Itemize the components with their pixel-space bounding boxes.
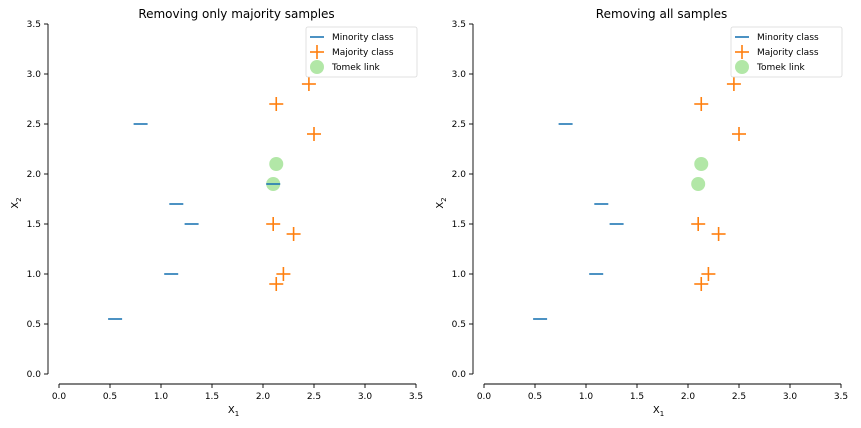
majority-point <box>269 277 284 291</box>
x-axis-label: X1 <box>228 405 239 418</box>
legend: Minority class Majority class Tomek link <box>730 26 843 78</box>
series-tomek-link <box>266 157 284 191</box>
legend-label: Majority class <box>757 48 819 58</box>
x-tick-label: 2.5 <box>307 392 321 402</box>
majority-point <box>307 127 321 141</box>
legend-label: Tomek link <box>756 63 806 73</box>
y-tick-label: 2.0 <box>27 170 42 180</box>
majority-point <box>276 267 291 281</box>
legend-label: Minority class <box>757 33 819 43</box>
x-tick-label: 1.5 <box>630 392 644 402</box>
legend-marker <box>310 60 324 74</box>
x-tick-label: 3.5 <box>409 392 423 402</box>
series-majority-class <box>266 77 321 291</box>
chart-panel-1: 0.0 0.5 1.0 1.5 2.0 2.5 3.0 3.5 0.0 0.5 1.0 1.5 2.0 2… <box>10 7 423 418</box>
series-minority-class <box>108 123 281 320</box>
y-tick-label: 2.0 <box>452 170 467 180</box>
y-tick-label: 1.0 <box>27 270 42 280</box>
y-axis-label-main: X <box>435 202 446 209</box>
x-tick-label: 0.5 <box>103 392 117 402</box>
legend-label: Minority class <box>332 33 394 43</box>
y-tick-label: 1.5 <box>27 220 41 230</box>
majority-point <box>726 77 741 91</box>
y-tick-label: 0.5 <box>452 320 466 330</box>
chart-title: Removing all samples <box>596 7 727 21</box>
chart-panel-2: 0.0 0.5 1.0 1.5 2.0 2.5 3.0 3.5 0.0 0.5 1.0 1.5 2.0 2… <box>435 7 848 418</box>
y-tick-label: 0.0 <box>452 370 467 380</box>
majority-point <box>711 227 726 241</box>
majority-point <box>701 267 716 281</box>
chart-title: Removing only majority samples <box>138 7 334 21</box>
x-tick-label: 3.5 <box>834 392 848 402</box>
legend-label: Tomek link <box>331 63 381 73</box>
y-axis-label-subscript: 2 <box>440 197 448 201</box>
majority-point <box>694 97 709 111</box>
legend-marker <box>310 45 324 59</box>
tomek-link-point <box>691 177 706 191</box>
y-tick-label: 3.5 <box>27 20 41 30</box>
x-tick-label: 1.0 <box>579 392 594 402</box>
tomek-link-point <box>694 157 709 171</box>
x-tick-label: 2.5 <box>732 392 746 402</box>
y-tick-label: 3.0 <box>452 70 467 80</box>
y-tick-label: 2.5 <box>452 120 466 130</box>
legend-marker <box>735 60 749 74</box>
series-majority-class <box>691 77 746 291</box>
y-tick-label: 1.0 <box>452 270 467 280</box>
x-tick-label: 0.5 <box>528 392 542 402</box>
x-tick-label: 2.0 <box>256 392 271 402</box>
majority-point <box>691 217 706 231</box>
x-tick-label: 2.0 <box>681 392 696 402</box>
majority-point <box>269 97 284 111</box>
y-tick-label: 1.5 <box>452 220 466 230</box>
legend: Minority class Majority class Tomek link <box>305 26 418 78</box>
legend-box <box>730 26 843 78</box>
y-axis-label-subscript: 2 <box>15 197 23 201</box>
x-axis-label-main: X <box>228 405 235 416</box>
y-axis-label-main: X <box>10 202 21 209</box>
series-minority-class <box>533 123 624 320</box>
y-tick-label: 2.5 <box>27 120 41 130</box>
x-axis-label-subscript: 1 <box>660 410 664 418</box>
legend-box <box>305 26 418 78</box>
legend-marker <box>735 45 749 59</box>
x-axis-label: X1 <box>653 405 664 418</box>
x-tick-label: 1.0 <box>154 392 169 402</box>
legend-label: Majority class <box>332 48 394 58</box>
majority-point <box>266 217 281 231</box>
x-tick-label: 0.0 <box>477 392 492 402</box>
y-axis-label: X2 <box>10 197 23 208</box>
y-tick-label: 0.5 <box>27 320 41 330</box>
y-axis-label: X2 <box>435 197 448 208</box>
majority-point <box>694 277 709 291</box>
x-axis-label-subscript: 1 <box>235 410 239 418</box>
x-tick-label: 1.5 <box>205 392 219 402</box>
x-tick-label: 0.0 <box>52 392 67 402</box>
majority-point <box>286 227 301 241</box>
majority-point <box>732 127 746 141</box>
series-tomek-link <box>691 157 709 191</box>
y-tick-label: 0.0 <box>27 370 42 380</box>
y-tick-label: 3.0 <box>27 70 42 80</box>
majority-point <box>301 77 316 91</box>
x-tick-label: 3.0 <box>783 392 798 402</box>
x-axis-label-main: X <box>653 405 660 416</box>
tomek-link-point <box>269 157 284 171</box>
x-tick-label: 3.0 <box>358 392 373 402</box>
y-tick-label: 3.5 <box>452 20 466 30</box>
